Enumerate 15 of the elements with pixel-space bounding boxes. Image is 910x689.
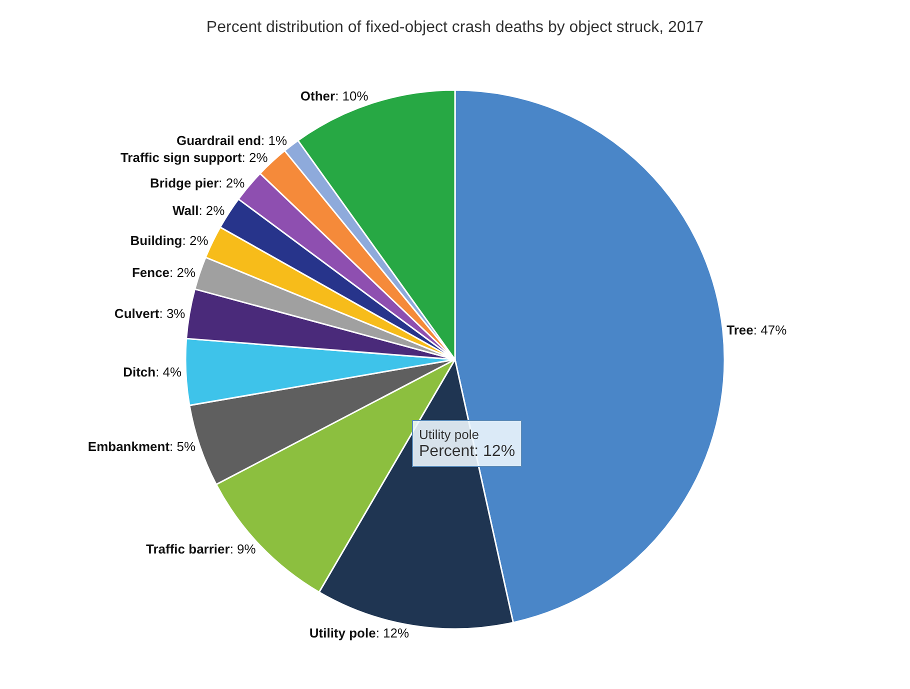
- slice-label: Tree: [726, 322, 754, 338]
- slice-label: Building: [130, 233, 182, 248]
- slice-label: Other: [300, 88, 336, 104]
- slice-label: Fence: [132, 264, 170, 280]
- slice-label: Bridge pier: [150, 175, 219, 190]
- slice-label: Culvert: [114, 306, 160, 321]
- chart-title: Percent distribution of fixed-object crash deaths by object struck, 2017: [206, 18, 704, 36]
- slice-label: Guardrail end: [176, 133, 262, 148]
- slice-label: Wall: [172, 203, 199, 218]
- text: Utility pole Percent: 12%: [419, 427, 516, 460]
- slice-label: Traffic barrier: [146, 542, 230, 557]
- slice-label: Ditch: [123, 364, 156, 380]
- slice-label: Embankment: [88, 439, 170, 454]
- slice-label: Utility pole: [309, 626, 376, 641]
- slice-label: Traffic sign support: [120, 150, 242, 166]
